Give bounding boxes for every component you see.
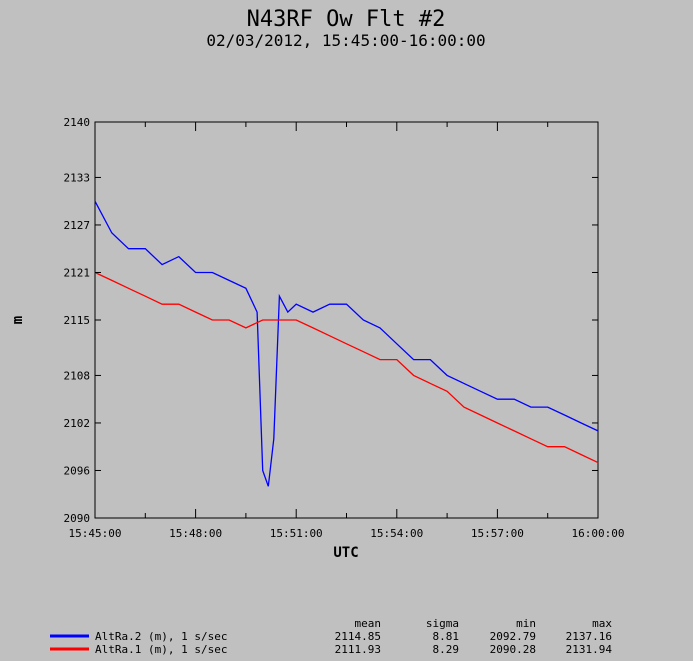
y-tick-label: 2108 — [64, 369, 91, 382]
stats-header-mean: mean — [355, 617, 382, 630]
legend-max-altra2: 2137.16 — [566, 630, 612, 643]
y-tick-label: 2121 — [64, 266, 91, 279]
plot-area — [94, 121, 599, 519]
x-tick-label: 15:54:00 — [370, 527, 423, 540]
stats-header-sigma: sigma — [426, 617, 459, 630]
legend-max-altra1: 2131.94 — [566, 643, 613, 656]
y-tick-label: 2090 — [64, 512, 91, 525]
y-tick-label: 2102 — [64, 417, 91, 430]
legend-min-altra1: 2090.28 — [490, 643, 536, 656]
chart-subtitle: 02/03/2012, 15:45:00-16:00:00 — [206, 31, 485, 50]
legend: mean sigma min max AltRa.2 (m), 1 s/sec … — [50, 617, 612, 656]
x-tick-label: 15:51:00 — [270, 527, 323, 540]
stats-header-max: max — [592, 617, 612, 630]
x-tick-label: 15:57:00 — [471, 527, 524, 540]
x-tick-label: 15:45:00 — [69, 527, 122, 540]
chart-title: N43RF Ow Flt #2 — [247, 7, 446, 32]
legend-mean-altra2: 2114.85 — [335, 630, 381, 643]
x-tick-label: 15:48:00 — [169, 527, 222, 540]
series-line-altra1 — [94, 271, 599, 464]
series-layer — [94, 200, 599, 487]
x-tick-label: 16:00:00 — [572, 527, 625, 540]
y-tick-label: 2133 — [64, 171, 91, 184]
y-axis-label: m — [10, 316, 26, 324]
stats-header-min: min — [516, 617, 536, 630]
legend-min-altra2: 2092.79 — [490, 630, 536, 643]
y-tick-label: 2140 — [64, 116, 91, 129]
y-tick-label: 2115 — [64, 314, 91, 327]
y-tick-label: 2096 — [64, 464, 91, 477]
legend-sigma-altra2: 8.81 — [433, 630, 460, 643]
legend-mean-altra1: 2111.93 — [335, 643, 381, 656]
y-tick-label: 2127 — [64, 219, 91, 232]
legend-label-altra1: AltRa.1 (m), 1 s/sec — [95, 643, 227, 656]
x-axis-label: UTC — [333, 545, 358, 561]
legend-sigma-altra1: 8.29 — [433, 643, 460, 656]
legend-label-altra2: AltRa.2 (m), 1 s/sec — [95, 630, 227, 643]
ticks-layer: 2090 2096 2102 2108 2115 2121 2127 2133 2140 15:4… — [64, 116, 625, 540]
series-line-altra2 — [94, 200, 599, 487]
